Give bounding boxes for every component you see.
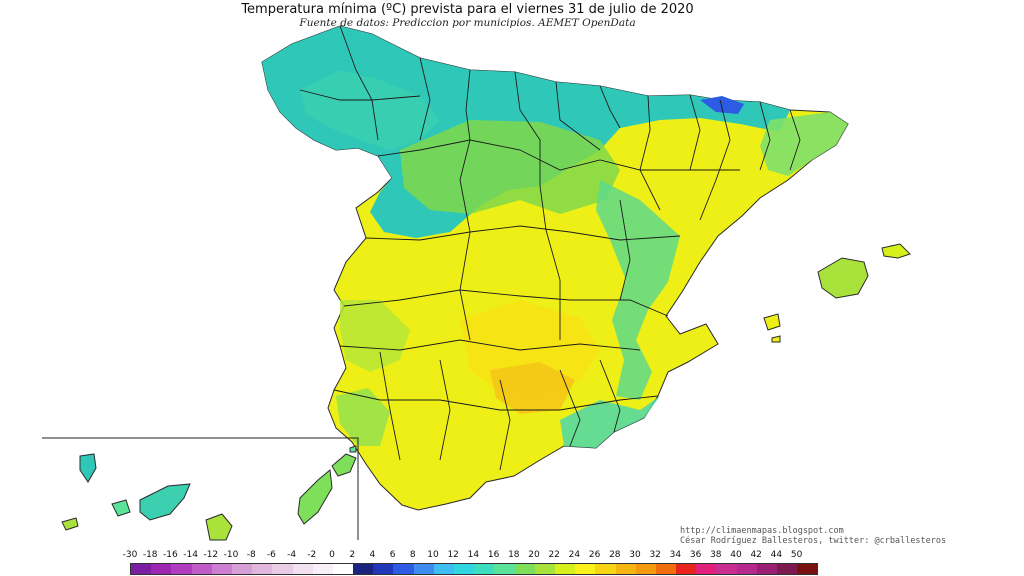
legend-label: 36	[689, 550, 702, 560]
legend-swatch	[171, 564, 192, 574]
legend-label: -30	[122, 550, 138, 560]
la-gomera	[111, 499, 131, 517]
legend-swatch	[474, 564, 495, 574]
legend-label: -18	[142, 550, 158, 560]
legend-label: 0	[329, 550, 335, 560]
legend-swatch	[676, 564, 697, 574]
legend-swatch	[454, 564, 475, 574]
legend-swatch	[756, 564, 777, 574]
legend-swatch	[433, 564, 454, 574]
legend-label: 2	[349, 550, 356, 560]
legend-label: 18	[508, 550, 520, 560]
legend-label: -8	[246, 550, 256, 560]
legend-swatch	[716, 564, 737, 574]
legend-label: 22	[548, 550, 560, 560]
legend-label: -16	[163, 550, 178, 560]
legend-label: 26	[588, 550, 601, 560]
legend-label: -6	[266, 550, 276, 560]
legend-swatch	[151, 564, 172, 574]
legend-swatch	[231, 564, 253, 574]
zone-guadalquivir-warm	[490, 362, 575, 414]
legend-label: 30	[629, 550, 641, 560]
mallorca	[817, 257, 869, 299]
tenerife	[139, 483, 191, 521]
legend-swatch	[393, 564, 414, 574]
la-graciosa	[349, 445, 357, 453]
legend-swatch	[131, 564, 152, 574]
legend-label: -12	[203, 550, 219, 560]
legend-swatch	[211, 564, 232, 574]
legend-label: 40	[730, 550, 742, 560]
legend-label: 16	[487, 550, 500, 560]
legend-label: 20	[528, 550, 540, 560]
zone-southeast-green	[560, 396, 660, 448]
legend-label: 10	[427, 550, 439, 560]
legend-swatch	[191, 564, 212, 574]
legend-swatch	[595, 564, 616, 574]
legend-swatch	[312, 564, 333, 574]
fuerteventura	[297, 469, 333, 525]
legend-label: 34	[669, 550, 682, 560]
legend-label: 14	[467, 550, 480, 560]
legend-swatch	[575, 564, 596, 574]
legend-labels: -30 -18 -16 -14 -12 -10 -8 -6 -4 -2 0 2 4 6 8 10 12 14 16 1…	[118, 550, 948, 562]
credits-blog: http://climaenmapas.blogspot.com	[680, 526, 844, 536]
credits: http://climaenmapas.blogspot.com César R…	[680, 526, 946, 546]
canary-inset-frame	[42, 437, 359, 540]
map-title: Temperatura mínima (ºC) prevista para el…	[241, 2, 694, 17]
legend-swatch	[655, 564, 677, 574]
legend-swatch	[413, 564, 434, 574]
zone-iberico-green	[596, 180, 680, 400]
zone-extremadura-green	[340, 300, 410, 372]
legend-label: -10	[223, 550, 239, 560]
el-hierro	[61, 517, 79, 531]
legend-swatch	[272, 564, 293, 574]
legend-label: -14	[183, 550, 198, 560]
legend-swatch	[252, 564, 273, 574]
legend-label: 38	[710, 550, 722, 560]
legend-swatch	[797, 564, 818, 574]
legend-swatch	[777, 564, 798, 574]
color-legend	[130, 563, 819, 575]
legend-swatch	[635, 564, 656, 574]
legend-swatch	[373, 564, 394, 574]
legend-swatch	[514, 564, 535, 574]
legend-swatch	[736, 564, 757, 574]
zone-castilla-green	[400, 120, 620, 214]
ibiza	[763, 313, 781, 331]
map-subtitle: Fuente de datos: Prediccion por municipi…	[299, 17, 636, 29]
legend-swatch	[353, 564, 374, 574]
zone-southwest-green	[336, 388, 390, 446]
zone-galicia-green	[300, 70, 440, 150]
legend-swatch	[332, 564, 354, 574]
legend-swatch	[494, 564, 515, 574]
legend-label: 8	[409, 550, 416, 560]
legend-label: 4	[369, 550, 376, 560]
lanzarote	[331, 453, 357, 477]
legend-swatch	[554, 564, 576, 574]
legend-label: 6	[389, 550, 396, 560]
legend-label: 44	[770, 550, 783, 560]
la-palma	[79, 453, 97, 483]
province-borders	[299, 25, 801, 471]
legend-label: 32	[649, 550, 661, 560]
gran-canaria	[205, 513, 233, 541]
legend-label: 12	[447, 550, 459, 560]
legend-swatch	[615, 564, 636, 574]
legend-swatch	[696, 564, 717, 574]
legend-label: -2	[307, 550, 317, 560]
legend-label: 50	[790, 550, 803, 560]
legend-label: -4	[287, 550, 297, 560]
legend-swatch	[292, 564, 313, 574]
zone-cantabria-blue	[700, 96, 744, 114]
menorca	[881, 243, 911, 259]
legend-label: 24	[568, 550, 581, 560]
zone-catalonia-green	[760, 112, 848, 176]
formentera	[771, 335, 781, 343]
legend-label: 28	[609, 550, 621, 560]
legend-swatch	[534, 564, 555, 574]
legend-label: 42	[750, 550, 762, 560]
credits-author: César Rodríguez Ballesteros, twitter: @c…	[680, 536, 947, 546]
